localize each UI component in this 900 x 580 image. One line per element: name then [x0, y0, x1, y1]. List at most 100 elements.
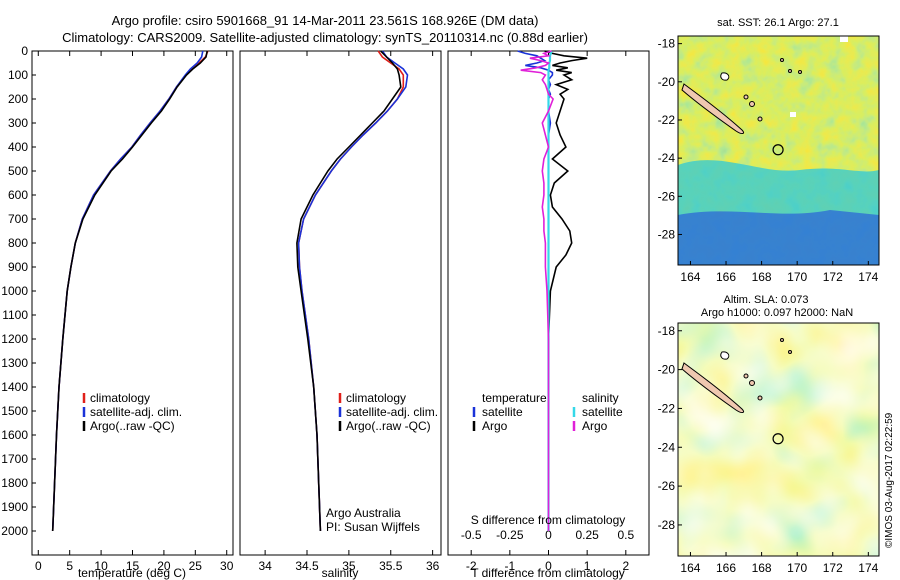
reef-outline: [720, 351, 730, 360]
difference-xlabel: T difference from climatology: [471, 566, 625, 580]
missing-data-patch: [790, 112, 796, 117]
series-line-argo: [296, 50, 402, 532]
loyalty-island: [757, 395, 763, 401]
diff-line-salinity-argo: [520, 50, 555, 531]
legend-label: Argo: [482, 419, 508, 433]
argo-location-marker: [772, 433, 784, 445]
legend-group-title: salinity: [582, 391, 619, 405]
map-x-tick-label: 168: [752, 270, 772, 284]
legend-label: Argo(..raw -QC): [90, 419, 175, 433]
loyalty-island: [743, 373, 749, 379]
sst-cold-region: [678, 210, 879, 265]
copyright-footer: ©IMOS 03-Aug-2017 02:22:59: [884, 412, 895, 548]
x-tick-label: 5: [66, 559, 73, 573]
sst-map-axes: 164 166 168 170 172 174 -18 -20 -22 -24 -26 -28: [658, 37, 879, 284]
salinity-note-2: PI: Susan Wijffels: [326, 520, 420, 534]
difference-plot: -2 -1 0 1 2-0.5 -0.25 0 0.25 0.5temperaturesatel…: [461, 50, 634, 573]
legend-label: satellite-adj. clim.: [346, 405, 438, 419]
series-line-climatology: [51, 50, 209, 532]
island: [798, 70, 802, 74]
diff-line-salinity-satellite: [547, 50, 553, 531]
salinity-xlabel: salinity: [322, 566, 359, 580]
series-line-argo: [51, 50, 208, 532]
x-tick-label: 0: [545, 559, 552, 573]
island: [788, 69, 792, 73]
map-x-tick-label: 174: [858, 561, 878, 575]
x-tick-label: 1: [584, 559, 591, 573]
argo-location-marker: [772, 144, 784, 156]
legend-group-title: temperature: [482, 391, 547, 405]
y-tick-label: 100: [8, 68, 28, 82]
sla-map: [678, 323, 879, 556]
map-x-tick-label: 170: [787, 270, 807, 284]
map-x-tick-label: 172: [823, 561, 843, 575]
map-y-tick-label: -26: [658, 189, 676, 203]
map-y-tick-label: -22: [658, 401, 676, 415]
y-tick-label: 300: [8, 116, 28, 130]
x-tick-label: 35.5: [379, 559, 403, 573]
diff-line-temperature-argo: [544, 50, 588, 531]
new-caledonia-island: [681, 83, 745, 134]
x-tick-label: -2: [466, 559, 477, 573]
sst-map-frame: [677, 35, 880, 266]
loyalty-island: [757, 116, 763, 122]
x-tick-label: -1: [505, 559, 516, 573]
legend-label: climatology: [346, 391, 406, 405]
map-x-tick-label: 174: [858, 270, 878, 284]
salinity-panel-frame: [239, 50, 442, 556]
legend-label: Argo: [582, 419, 608, 433]
salinity-plot: 34 34.5 35 35.5 36 climatologysatellite-adj. …: [258, 50, 440, 573]
map-y-tick-label: -18: [658, 324, 676, 338]
y-tick-label: 200: [8, 92, 28, 106]
map-y-tick-label: -24: [658, 151, 676, 165]
y-tick-label: 400: [8, 140, 28, 154]
y-tick-label: 1500: [1, 404, 28, 418]
map-y-tick-label: -20: [658, 75, 676, 89]
y-tick-label: 1300: [1, 356, 28, 370]
y-tick-label: 700: [8, 212, 28, 226]
missing-data-patch: [840, 36, 848, 42]
map-x-tick-label: 166: [716, 270, 736, 284]
y-tick-label: 1700: [1, 452, 28, 466]
x-tick-label: 36: [426, 559, 440, 573]
x-tick-label: 34.5: [295, 559, 319, 573]
island: [788, 350, 792, 354]
map-y-tick-label: -26: [658, 479, 676, 493]
map-x-tick-label: 164: [680, 270, 700, 284]
y-tick-label: 1600: [1, 428, 28, 442]
temperature-xlabel: temperature (deg C): [78, 566, 186, 580]
x-tick-label: 30: [220, 559, 234, 573]
map-x-tick-label: 166: [716, 561, 736, 575]
reef-outline: [720, 72, 730, 81]
temperature-panel-frame: [31, 50, 234, 556]
figure-title-line2: Climatology: CARS2009. Satellite-adjuste…: [62, 30, 588, 45]
top-tick-label: 0.5: [617, 528, 634, 542]
map-y-tick-label: -18: [658, 37, 676, 51]
sla-map-title-2: Argo h1000: 0.097 h2000: NaN: [701, 307, 853, 319]
series-line-satellite: [51, 50, 204, 532]
figure-title-line1: Argo profile: csiro 5901668_91 14-Mar-20…: [111, 13, 539, 28]
y-tick-label: 900: [8, 260, 28, 274]
map-y-tick-label: -22: [658, 113, 676, 127]
y-tick-label: 2000: [1, 524, 28, 538]
new-caledonia-island: [681, 362, 745, 413]
map-y-tick-label: -24: [658, 440, 676, 454]
x-tick-label: 2: [622, 559, 629, 573]
x-tick-label: 25: [189, 559, 203, 573]
x-tick-label: 10: [94, 559, 108, 573]
legend-label: climatology: [90, 391, 150, 405]
salinity-note-1: Argo Australia: [326, 506, 401, 520]
sla-map-texture: [678, 323, 879, 556]
top-tick-label: 0: [545, 528, 552, 542]
map-y-tick-label: -28: [658, 227, 676, 241]
island: [780, 338, 784, 342]
y-tick-label: 600: [8, 188, 28, 202]
y-tick-label: 800: [8, 236, 28, 250]
y-tick-label: 500: [8, 164, 28, 178]
top-tick-label: -0.5: [461, 528, 482, 542]
y-tick-label: 1400: [1, 380, 28, 394]
top-tick-label: -0.25: [496, 528, 524, 542]
loyalty-island: [749, 101, 755, 107]
y-tick-label: 0: [21, 44, 28, 58]
